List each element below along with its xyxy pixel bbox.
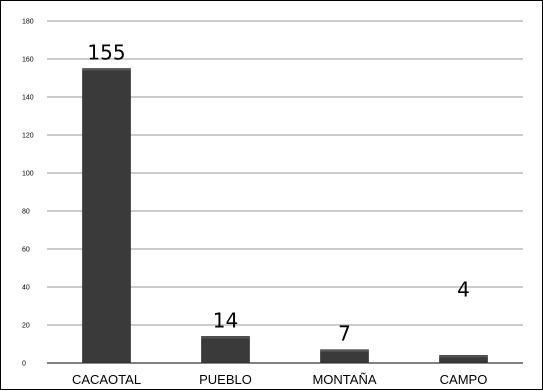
y-tick-label: 40 [22,285,30,292]
y-tick-label: 140 [22,95,34,102]
y-tick-label: 20 [22,323,30,330]
y-tick-label: 100 [22,171,34,178]
data-label: 14 [213,308,238,332]
x-tick-label: MONTAÑA [312,372,376,387]
x-axis-ticks: CACAOTAL PUEBLO MONTAÑA CAMPO [72,372,487,387]
bar-top-highlight [439,355,488,358]
y-tick-label: 180 [22,19,34,26]
x-tick-label: PUEBLO [199,372,252,387]
y-tick-label: 60 [22,247,30,254]
y-tick-label: 160 [22,57,34,64]
x-tick-label: CAMPO [440,372,488,387]
bar-top-highlight [320,349,369,352]
data-labels: 155 14 7 4 [87,41,469,346]
bars [82,68,488,364]
bar-pueblo [201,336,250,364]
x-tick-label: CACAOTAL [72,372,141,387]
bar-top-highlight [82,68,131,71]
y-tick-label: 120 [22,133,34,140]
y-tick-label: 0 [22,361,26,368]
y-tick-label: 80 [22,209,30,216]
data-label: 7 [338,322,351,346]
y-axis-ticks: 0 20 40 60 80 100 120 140 160 180 [22,19,34,368]
bar-cacaotal [82,68,131,364]
data-label: 4 [457,278,470,302]
data-label: 155 [87,41,125,65]
bar-top-highlight [201,336,250,339]
